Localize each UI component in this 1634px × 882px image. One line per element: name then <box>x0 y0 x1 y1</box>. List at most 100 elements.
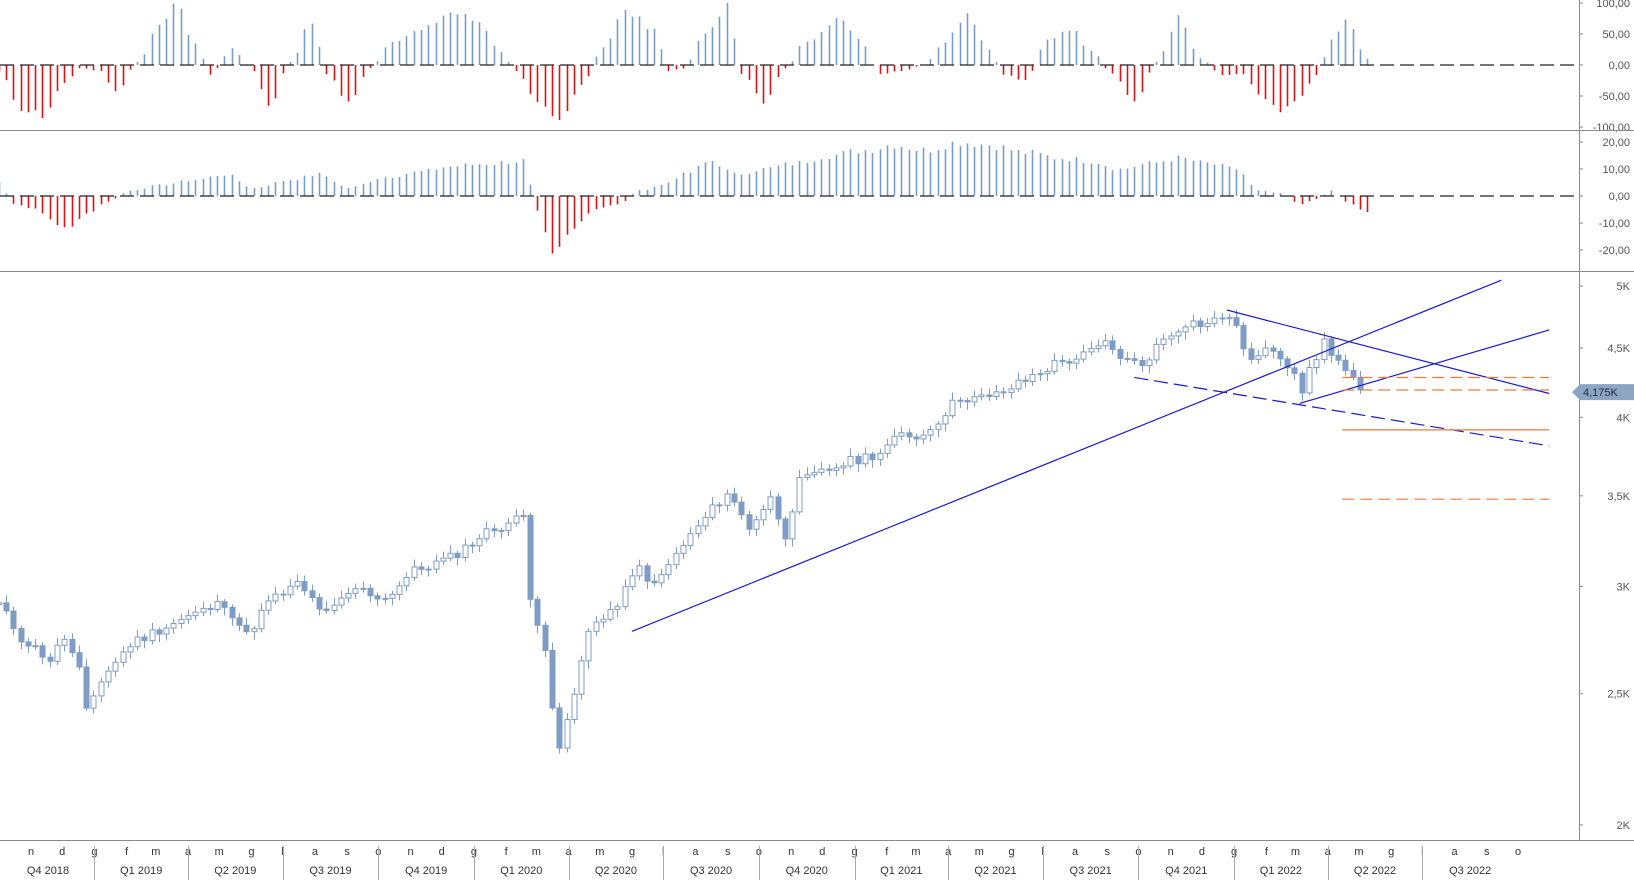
candle-down <box>1066 361 1073 364</box>
month-label: g <box>248 846 254 858</box>
candle-up <box>476 538 483 547</box>
candle-up <box>192 611 199 617</box>
month-label: m <box>151 846 160 858</box>
candle-down <box>18 628 25 643</box>
candle-down <box>1131 358 1138 361</box>
candle-up <box>462 544 469 559</box>
month-label: g <box>852 846 858 858</box>
candle-down <box>280 593 287 596</box>
candle-up <box>1088 347 1095 353</box>
candle-up <box>789 511 796 540</box>
month-label: f <box>885 846 889 858</box>
candle-down <box>491 528 498 532</box>
candle-up <box>847 455 854 467</box>
month-label: d <box>819 846 825 858</box>
candle-up <box>396 585 403 595</box>
candle-down <box>454 552 461 559</box>
candle-down <box>236 617 243 626</box>
candle-down <box>69 638 76 654</box>
candle-down <box>39 645 46 658</box>
candle-up <box>935 423 942 431</box>
month-label: m <box>532 846 541 858</box>
candle-up <box>1044 370 1051 375</box>
month-label: a <box>1452 846 1459 858</box>
candle-up <box>345 592 352 599</box>
oscillator-1-bars <box>0 2 1579 121</box>
month-label: s <box>1105 846 1111 858</box>
candle-up <box>112 661 119 672</box>
candle-up <box>1226 317 1233 320</box>
candle-down <box>1284 358 1291 369</box>
month-label: l <box>1042 846 1044 858</box>
quarter-label: Q3 2019 <box>309 865 351 877</box>
y-tick-label: 10,00 <box>1602 164 1630 176</box>
candle-down <box>964 400 971 403</box>
y-tick-label: 2,5K <box>1607 689 1630 701</box>
candle-down <box>1000 391 1007 394</box>
candle-up <box>818 468 825 473</box>
candle-up <box>695 525 702 535</box>
candle-down <box>534 598 541 626</box>
y-tick-label: 20,00 <box>1602 137 1630 149</box>
candle-up <box>425 568 432 571</box>
candle-up <box>433 560 440 570</box>
candle-up <box>891 435 898 446</box>
candle-up <box>1204 322 1211 328</box>
month-label: a <box>1072 846 1079 858</box>
candle-up <box>702 516 709 527</box>
candle-down <box>1117 348 1124 359</box>
candle-down <box>1240 324 1247 350</box>
last-price-tag[interactable]: 4,175K <box>1572 384 1634 401</box>
candle-up <box>520 515 527 518</box>
candle-down <box>229 606 236 619</box>
candle-up <box>200 607 207 613</box>
month-label: g <box>629 846 635 858</box>
candle-down <box>1109 340 1116 350</box>
candle-up <box>578 660 585 695</box>
y-tick-label: 3,5K <box>1607 491 1630 503</box>
candle-down <box>323 608 330 612</box>
candle-up <box>673 552 680 566</box>
y-tick-label: 4,5K <box>1607 343 1630 355</box>
candle-down <box>1335 354 1342 361</box>
chart-frame <box>0 0 1634 841</box>
quarter-label: Q4 2021 <box>1165 865 1207 877</box>
candle-down <box>549 649 556 709</box>
candle-up <box>593 621 600 632</box>
quarter-label: Q4 2018 <box>27 865 69 877</box>
month-label: m <box>595 846 604 858</box>
month-label: g <box>1009 846 1015 858</box>
candle-up <box>513 515 520 524</box>
quarter-label: Q2 2021 <box>974 865 1016 877</box>
candle-down <box>156 629 163 635</box>
quarter-label: Q1 2019 <box>120 865 162 877</box>
candle-up <box>1175 331 1182 337</box>
candle-up <box>687 533 694 546</box>
candle-down <box>527 515 534 600</box>
quarter-label: Q1 2022 <box>1260 865 1302 877</box>
candle-up <box>1190 320 1197 328</box>
candle-up <box>272 593 279 602</box>
y-tick-label: 0,00 <box>1609 60 1630 72</box>
candle-up <box>331 604 338 612</box>
candle-down <box>1357 376 1364 391</box>
candle-down <box>76 652 83 668</box>
month-label: n <box>407 846 413 858</box>
quarter-label: Q1 2021 <box>880 865 922 877</box>
candle-down <box>25 641 32 647</box>
month-label: s <box>1484 846 1490 858</box>
candle-down <box>906 432 913 438</box>
candle-down <box>207 607 214 610</box>
candle-up <box>564 719 571 749</box>
candle-up <box>98 681 105 697</box>
quarter-label: Q3 2022 <box>1449 865 1491 877</box>
candle-up <box>440 557 447 562</box>
month-label: d <box>59 846 65 858</box>
month-label: a <box>312 846 319 858</box>
candle-down <box>301 580 308 592</box>
month-label: m <box>975 846 984 858</box>
candle-up <box>352 588 359 594</box>
candle-up <box>1080 351 1087 360</box>
quarter-label: Q3 2020 <box>690 865 732 877</box>
candle-up <box>90 695 97 709</box>
